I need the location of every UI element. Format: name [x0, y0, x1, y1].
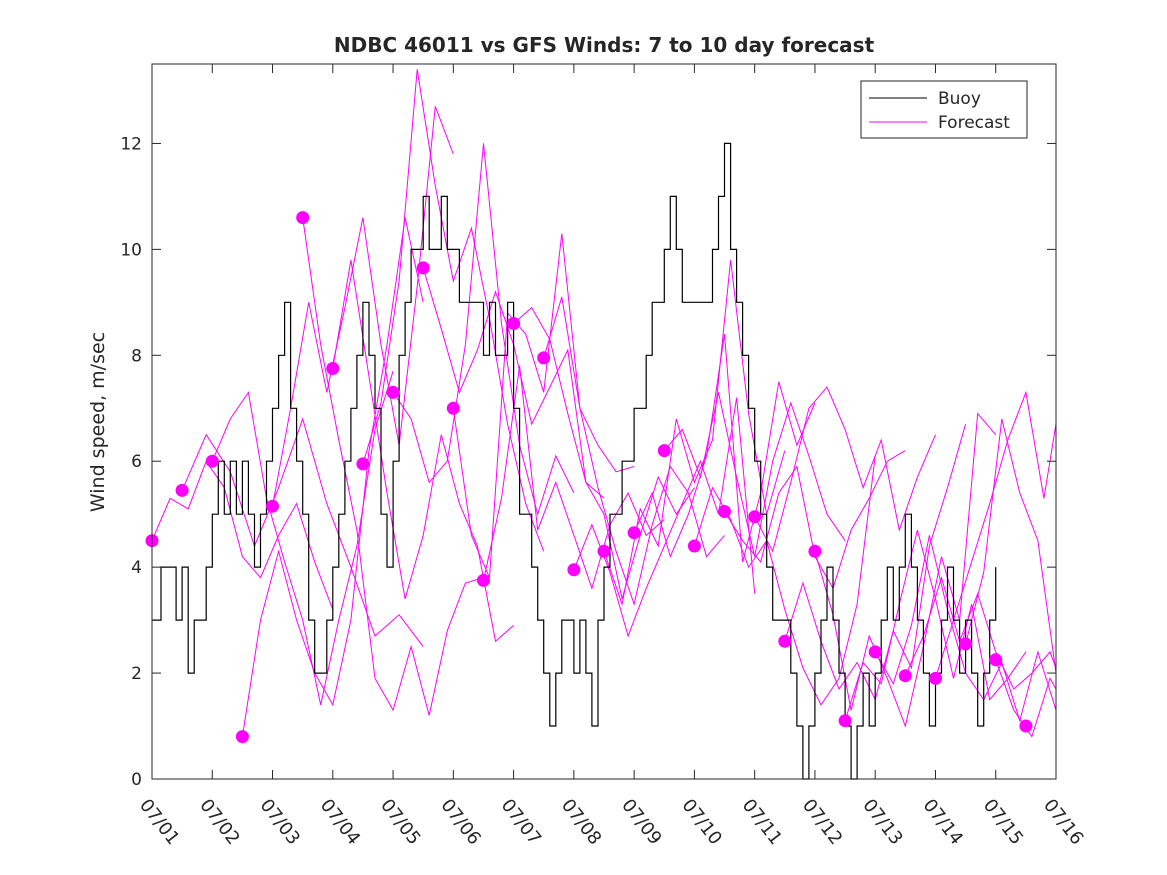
- forecast-run-line: [754, 386, 936, 553]
- forecast-marker: [1019, 719, 1033, 733]
- forecast-marker: [205, 454, 219, 468]
- legend-label-forecast: Forecast: [938, 113, 1010, 133]
- y-tick-label: 10: [120, 240, 142, 260]
- forecast-run-line: [995, 659, 1057, 738]
- forecast-run-line: [483, 365, 665, 590]
- legend-box: [860, 80, 1028, 139]
- forecast-run-line: [241, 217, 424, 737]
- y-tick-label: 8: [131, 346, 142, 366]
- y-tick-label: 2: [131, 664, 142, 684]
- y-tick-label: 4: [131, 558, 142, 578]
- plot-area: [145, 64, 1057, 780]
- forecast-run-line: [663, 392, 846, 557]
- legend-label-buoy: Buoy: [938, 89, 981, 109]
- forecast-marker: [989, 653, 1003, 667]
- plot-background: [152, 64, 1056, 779]
- forecast-run-line: [302, 217, 484, 716]
- forecast-run-line: [965, 418, 1057, 674]
- buoy-series: [152, 142, 997, 780]
- forecast-marker: [959, 637, 973, 651]
- forecast-marker: [597, 544, 611, 558]
- chart-title: NDBC 46011 vs GFS Winds: 7 to 10 day for…: [334, 33, 875, 57]
- forecast-run-line: [362, 69, 545, 552]
- forecast-marker: [477, 573, 490, 587]
- forecast-marker: [446, 401, 460, 415]
- forecast-run-line: [181, 417, 424, 647]
- forecast-marker: [748, 510, 762, 524]
- y-tick-label: 0: [131, 770, 142, 790]
- plot-frame: [151, 63, 1057, 780]
- y-tick-label: 12: [120, 134, 142, 154]
- forecast-marker: [627, 526, 641, 540]
- forecast-marker: [687, 539, 701, 553]
- forecast-run-line: [543, 296, 725, 607]
- forecast-marker: [175, 483, 189, 497]
- forecast-marker: [266, 499, 279, 513]
- forecast-marker: [296, 211, 310, 225]
- forecast-run-line: [513, 306, 695, 600]
- forecast-run-line: [904, 575, 1057, 690]
- forecast-marker: [929, 671, 942, 685]
- forecast-marker: [567, 563, 581, 577]
- y-axis: 0 2 4 6 8 10 12: [120, 134, 1056, 790]
- y-tick-label: 6: [131, 452, 142, 472]
- y-axis-label: Wind speed, m/sec: [87, 332, 109, 512]
- forecast-marker: [778, 634, 792, 648]
- forecast-run-line: [633, 334, 816, 563]
- forecast-run-line: [151, 460, 334, 610]
- forecast-marker: [386, 385, 400, 399]
- forecast-marker: [356, 457, 370, 471]
- forecast-marker: [657, 444, 671, 458]
- legend: Buoy Forecast: [860, 80, 1028, 139]
- forecast-marker: [898, 669, 912, 683]
- forecast-marker: [326, 362, 340, 375]
- forecast-marker: [838, 714, 852, 728]
- forecast-marker: [507, 317, 521, 330]
- buoy-line: [152, 142, 997, 780]
- forecast-markers: [145, 211, 1033, 744]
- forecast-marker: [235, 730, 249, 744]
- forecast-run-line: [392, 143, 575, 517]
- forecast-marker: [808, 544, 822, 558]
- forecast-run-line: [452, 233, 635, 578]
- forecast-marker: [868, 645, 882, 659]
- forecast-marker: [416, 261, 430, 275]
- forecast-marker: [718, 505, 731, 518]
- forecast-run-line: [935, 390, 1057, 679]
- forecast-marker: [537, 351, 551, 365]
